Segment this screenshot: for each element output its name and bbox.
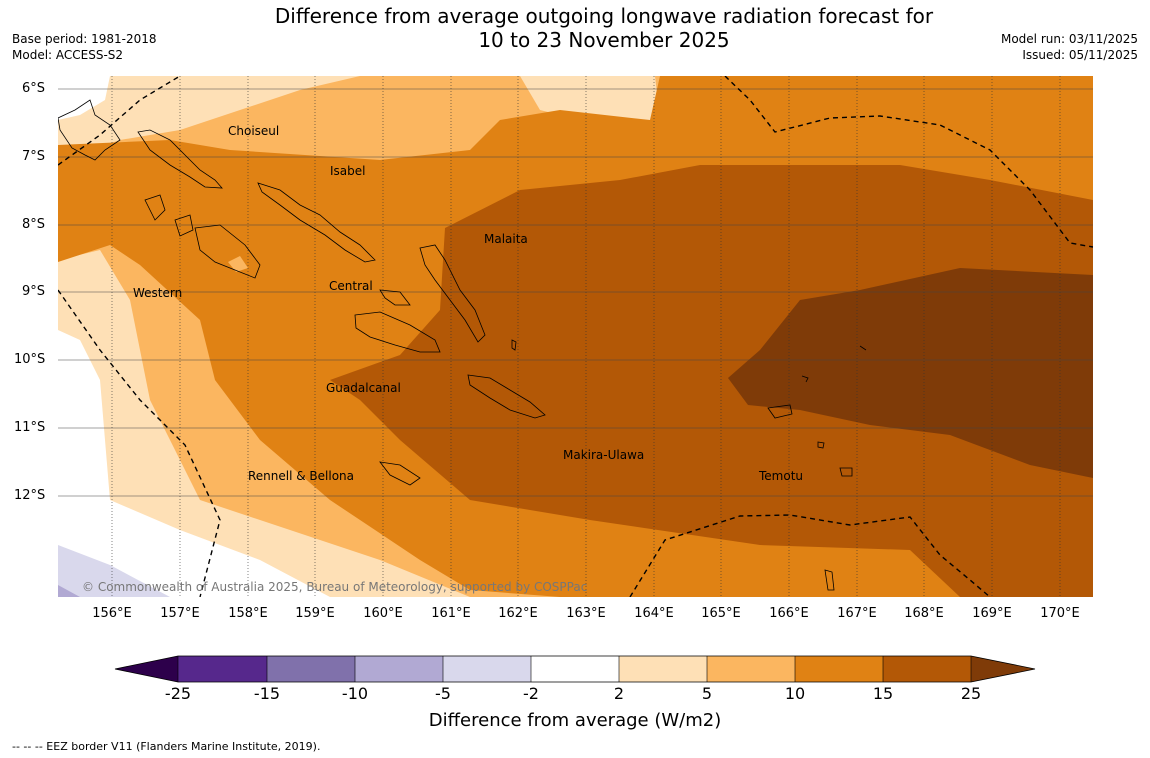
colorbar-tick: 5 (701, 684, 713, 703)
model-run: Model run: 03/11/2025 (1000, 32, 1138, 46)
lon-label: 157°E (160, 606, 200, 621)
lon-label: 161°E (431, 606, 471, 621)
lat-lines (58, 88, 1093, 497)
region-label-makira-ulawa: Makira-Ulawa (563, 448, 645, 462)
colorbar-tick: 15 (872, 684, 894, 703)
colorbar-extend-low (115, 656, 178, 682)
colorbar-extend-high (971, 656, 1035, 682)
colorbar-tick: -15 (253, 684, 281, 703)
lat-label: 8°S (22, 217, 46, 232)
lon-label: 158°E (228, 606, 268, 621)
region-label-guadalcanal: Guadalcanal (326, 381, 401, 395)
lon-label: 169°E (972, 606, 1012, 621)
lat-label: 6°S (22, 81, 46, 96)
copyright-notice: © Commonwealth of Australia 2025, Bureau… (82, 580, 588, 594)
colorbar-tick: 10 (784, 684, 806, 703)
colorbar-tick: -25 (164, 684, 192, 703)
meta-right: Model run: 03/11/2025 Issued: 05/11/2025 (1001, 31, 1138, 63)
lon-label: 168°E (904, 606, 944, 621)
colorbar-swatch (267, 656, 355, 682)
colorbar-tick: 2 (613, 684, 625, 703)
issued-date: Issued: 05/11/2025 (1022, 48, 1138, 62)
lat-label: 10°S (14, 352, 46, 367)
region-label-choiseul: Choiseul (228, 124, 280, 138)
eez-border (58, 76, 1093, 597)
region-label-malaita: Malaita (484, 232, 528, 246)
lon-label: 166°E (769, 606, 809, 621)
lat-label: 12°S (14, 488, 46, 503)
region-label-western: Western (133, 286, 183, 300)
lon-label: 156°E (92, 606, 132, 621)
lon-label: 159°E (295, 606, 335, 621)
lon-label: 167°E (837, 606, 877, 621)
region-label-isabel: Isabel (330, 164, 366, 178)
colorbar-title: Difference from average (W/m2) (428, 710, 722, 731)
colorbar-tick: -5 (435, 684, 451, 703)
colorbar-swatch (619, 656, 707, 682)
map-title: Difference from average outgoing longwav… (0, 4, 1150, 52)
lat-label: 11°S (14, 420, 46, 435)
colorbar-tick: -10 (341, 684, 369, 703)
colorbar-swatch (795, 656, 883, 682)
meta-left: Base period: 1981-2018 Model: ACCESS-S2 (12, 31, 157, 63)
lon-label: 163°E (566, 606, 606, 621)
colorbar-swatch (707, 656, 795, 682)
lon-label: 165°E (701, 606, 741, 621)
lon-label: 164°E (634, 606, 674, 621)
region-label-rennell-bellona: Rennell & Bellona (248, 469, 355, 483)
colorbar-swatch (443, 656, 531, 682)
colorbar-swatch (531, 656, 619, 682)
coastlines (58, 99, 867, 591)
lat-label: 7°S (22, 149, 46, 164)
region-label-temotu: Temotu (759, 469, 804, 483)
title-line-1: Difference from average outgoing longwav… (274, 4, 934, 28)
colorbar-swatch (355, 656, 443, 682)
region-label-central: Central (329, 279, 373, 293)
colorbar (114, 655, 1036, 683)
eez-footnote: -- -- -- EEZ border V11 (Flanders Marine… (12, 740, 321, 753)
lon-label: 160°E (363, 606, 403, 621)
colorbar-tick: 25 (960, 684, 982, 703)
colorbar-swatch (178, 656, 267, 682)
title-line-2: 10 to 23 November 2025 (478, 28, 730, 52)
colorbar-tick: -2 (523, 684, 539, 703)
model-name: Model: ACCESS-S2 (12, 48, 124, 62)
base-period: Base period: 1981-2018 (12, 32, 157, 46)
colorbar-swatch (883, 656, 971, 682)
lat-label: 9°S (22, 284, 46, 299)
lon-label: 170°E (1040, 606, 1080, 621)
lon-label: 162°E (498, 606, 538, 621)
contour-fill (58, 76, 1093, 597)
